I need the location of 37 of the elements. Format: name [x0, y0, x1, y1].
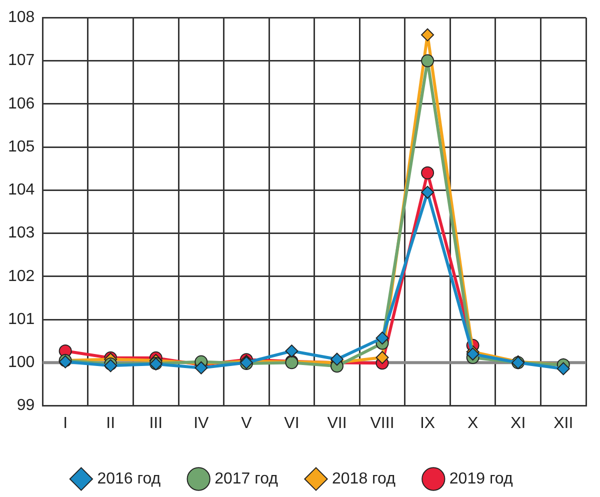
y-tick-label: 104: [8, 182, 35, 199]
x-tick-label: IV: [194, 414, 210, 432]
point: [194, 361, 208, 374]
x-tick-label: XII: [554, 414, 574, 432]
x-tick-label: VI: [284, 414, 300, 432]
y-tick-label: 106: [8, 95, 35, 112]
y-tick-label: 108: [8, 9, 35, 26]
y-tick-label: 101: [8, 310, 35, 328]
x-tick-label: XI: [510, 414, 526, 432]
point: [330, 352, 344, 366]
x-tick-label: IX: [420, 414, 436, 432]
y-tick-label: 107: [8, 52, 35, 70]
point: [421, 186, 434, 199]
point: [285, 344, 298, 358]
point: [376, 350, 389, 364]
x-tick-label: I: [63, 414, 68, 432]
y-tick-label: 102: [8, 268, 35, 285]
point: [421, 54, 434, 68]
legend-label: 2018 год: [332, 470, 396, 488]
x-tick-label: X: [467, 414, 478, 432]
point: [556, 362, 570, 376]
y-tick-label: 99: [16, 397, 35, 414]
legend-label: 2016 год: [97, 470, 162, 488]
x-tick-label: II: [106, 414, 116, 432]
x-tick-label: VII: [327, 414, 347, 432]
legend-label: 2019 год: [449, 470, 514, 488]
point: [466, 348, 480, 361]
x-tick-label: V: [241, 414, 252, 432]
point: [421, 28, 434, 42]
x-tick-label: VIII: [370, 414, 394, 432]
legend-label: 2017 год: [214, 470, 279, 488]
y-tick-label: 105: [8, 138, 35, 156]
point: [421, 166, 434, 180]
y-tick-label: 103: [8, 224, 35, 242]
y-tick-label: 100: [8, 354, 35, 372]
x-tick-label: III: [149, 414, 163, 432]
point: [376, 332, 389, 345]
